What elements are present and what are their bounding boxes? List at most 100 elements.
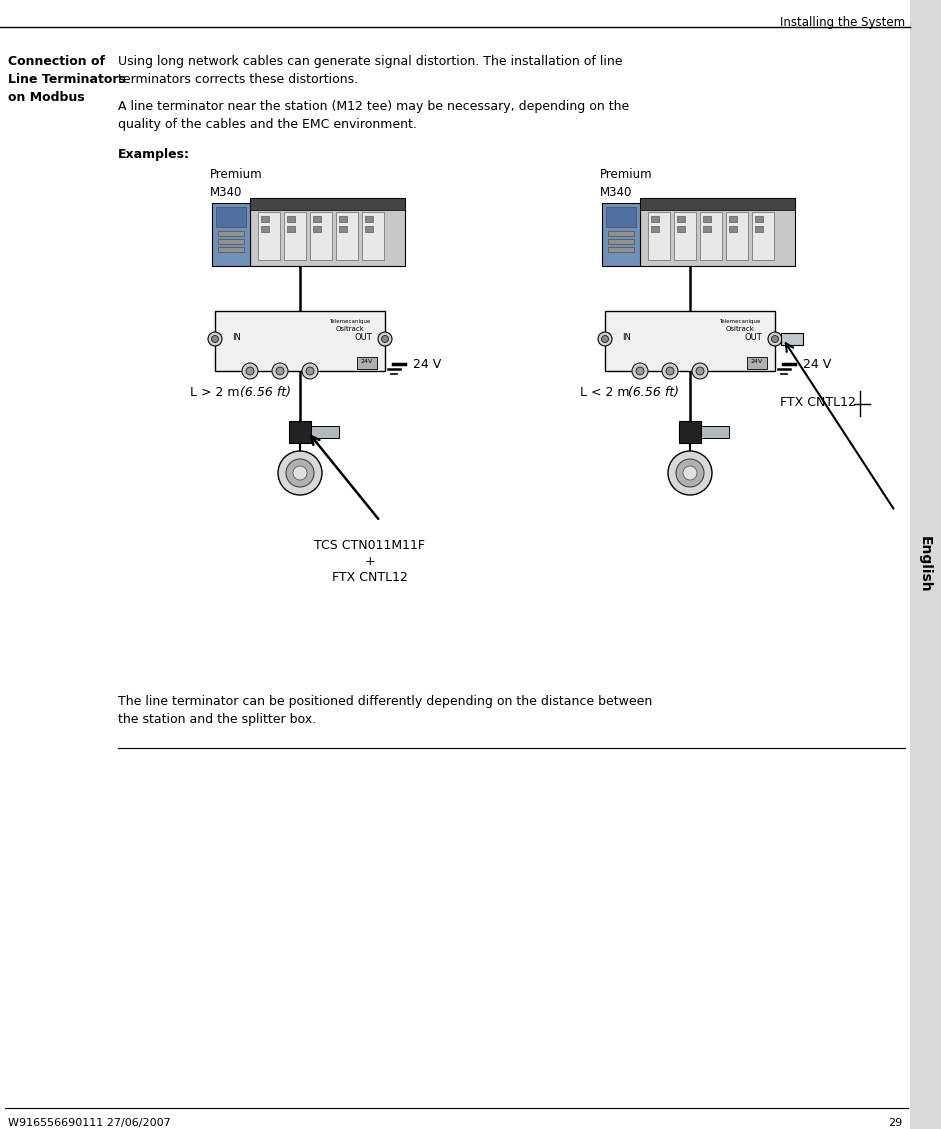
Text: 24 V: 24 V <box>413 358 441 370</box>
Text: Ositrack: Ositrack <box>726 326 755 332</box>
Bar <box>212 203 250 266</box>
Bar <box>287 216 295 222</box>
Text: 24V: 24V <box>751 359 763 364</box>
Bar <box>677 216 685 222</box>
Bar <box>755 226 763 231</box>
Bar <box>701 426 729 438</box>
Text: Telemecanique: Telemecanique <box>329 320 371 324</box>
Bar <box>752 212 774 260</box>
Text: IN: IN <box>232 333 242 342</box>
Text: OUT: OUT <box>354 333 372 342</box>
Bar <box>284 212 306 260</box>
Bar <box>755 216 763 222</box>
Bar <box>216 207 246 227</box>
Bar <box>339 226 347 231</box>
Bar <box>729 216 737 222</box>
Bar <box>674 212 696 260</box>
Text: 24V: 24V <box>361 359 374 364</box>
Text: (6.56 ft): (6.56 ft) <box>628 386 679 399</box>
Bar <box>651 216 659 222</box>
Bar <box>313 216 321 222</box>
Bar <box>640 198 795 210</box>
Text: FTX CNTL12: FTX CNTL12 <box>780 396 856 409</box>
Circle shape <box>278 450 322 495</box>
Text: W916556690111 27/06/2007: W916556690111 27/06/2007 <box>8 1118 170 1128</box>
Bar <box>261 216 269 222</box>
Bar <box>250 198 405 266</box>
Circle shape <box>676 460 704 487</box>
Circle shape <box>208 332 222 345</box>
Bar <box>608 247 634 252</box>
Circle shape <box>246 367 254 375</box>
Text: IN: IN <box>623 333 631 342</box>
Text: L < 2 m: L < 2 m <box>580 386 633 399</box>
Bar <box>365 216 373 222</box>
Bar <box>726 212 748 260</box>
Bar <box>357 357 377 369</box>
Text: Premium: Premium <box>600 168 653 181</box>
Circle shape <box>683 466 697 480</box>
Text: 29: 29 <box>887 1118 902 1128</box>
Text: TCS CTN011M11F: TCS CTN011M11F <box>314 539 425 552</box>
Text: 24 V: 24 V <box>803 358 831 370</box>
Text: M340: M340 <box>600 186 632 199</box>
Text: Using long network cables can generate signal distortion. The installation of li: Using long network cables can generate s… <box>118 55 623 86</box>
Circle shape <box>636 367 644 375</box>
Text: Ositrack: Ositrack <box>336 326 364 332</box>
Circle shape <box>212 335 218 342</box>
Bar <box>910 0 941 1129</box>
Circle shape <box>666 367 674 375</box>
Bar <box>313 226 321 231</box>
Bar <box>606 207 636 227</box>
Text: L > 2 m: L > 2 m <box>190 386 244 399</box>
Bar <box>218 231 244 236</box>
Circle shape <box>692 364 708 379</box>
Text: +: + <box>365 555 375 568</box>
Bar <box>747 357 767 369</box>
Text: FTX CNTL12: FTX CNTL12 <box>332 571 408 584</box>
Bar <box>218 247 244 252</box>
Bar <box>336 212 358 260</box>
Bar <box>602 203 640 266</box>
Circle shape <box>768 332 782 345</box>
Text: OUT: OUT <box>744 333 762 342</box>
Text: (6.56 ft): (6.56 ft) <box>240 386 291 399</box>
Bar <box>289 421 311 443</box>
Text: Connection of
Line Terminators
on Modbus: Connection of Line Terminators on Modbus <box>8 55 126 104</box>
Bar <box>700 212 722 260</box>
Bar <box>605 310 775 371</box>
Bar <box>261 226 269 231</box>
Bar <box>215 310 385 371</box>
Text: Examples:: Examples: <box>118 148 190 161</box>
Text: English: English <box>918 535 932 593</box>
Circle shape <box>276 367 284 375</box>
Bar <box>677 226 685 231</box>
Bar <box>729 226 737 231</box>
Text: A line terminator near the station (M12 tee) may be necessary, depending on the
: A line terminator near the station (M12 … <box>118 100 630 131</box>
Circle shape <box>772 335 778 342</box>
Circle shape <box>302 364 318 379</box>
Bar <box>339 216 347 222</box>
Bar <box>258 212 280 260</box>
Circle shape <box>696 367 704 375</box>
Circle shape <box>598 332 612 345</box>
Bar <box>608 239 634 244</box>
Circle shape <box>668 450 712 495</box>
Bar <box>287 226 295 231</box>
Circle shape <box>662 364 678 379</box>
Bar <box>365 226 373 231</box>
Text: Installing the System: Installing the System <box>780 16 905 29</box>
Bar <box>703 226 711 231</box>
Circle shape <box>242 364 258 379</box>
Bar <box>310 212 332 260</box>
Bar <box>651 226 659 231</box>
Circle shape <box>632 364 648 379</box>
Text: Telemecanique: Telemecanique <box>719 320 760 324</box>
Circle shape <box>378 332 392 345</box>
Circle shape <box>381 335 389 342</box>
Text: Premium: Premium <box>210 168 263 181</box>
Circle shape <box>272 364 288 379</box>
Bar <box>679 421 701 443</box>
Bar <box>311 426 339 438</box>
Bar <box>362 212 384 260</box>
